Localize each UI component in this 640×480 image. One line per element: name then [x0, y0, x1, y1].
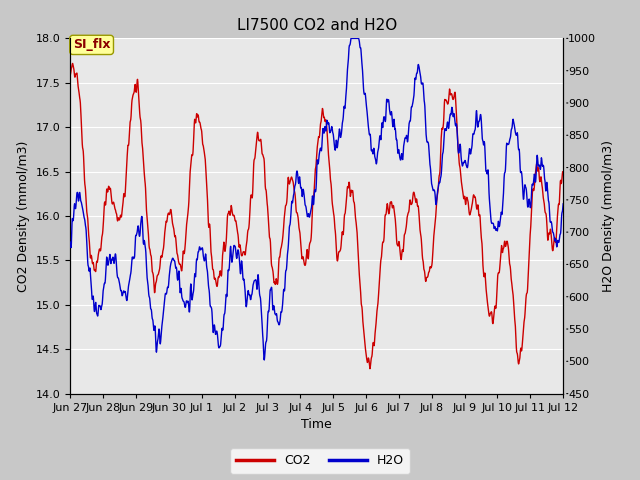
Y-axis label: CO2 Density (mmol/m3): CO2 Density (mmol/m3): [17, 140, 30, 292]
Text: SI_flx: SI_flx: [73, 38, 110, 51]
Legend: CO2, H2O: CO2, H2O: [230, 448, 410, 474]
X-axis label: Time: Time: [301, 418, 332, 431]
Title: LI7500 CO2 and H2O: LI7500 CO2 and H2O: [237, 18, 397, 33]
Y-axis label: H2O Density (mmol/m3): H2O Density (mmol/m3): [602, 140, 614, 292]
